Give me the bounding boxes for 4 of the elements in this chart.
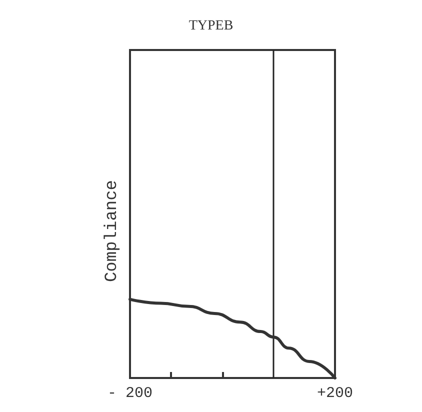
chart-title: TYPEB [188, 18, 234, 34]
x-tick-label: - 200 [107, 385, 153, 402]
y-axis-title: Compliance [103, 180, 122, 282]
x-tick-label: +200 [316, 385, 354, 402]
